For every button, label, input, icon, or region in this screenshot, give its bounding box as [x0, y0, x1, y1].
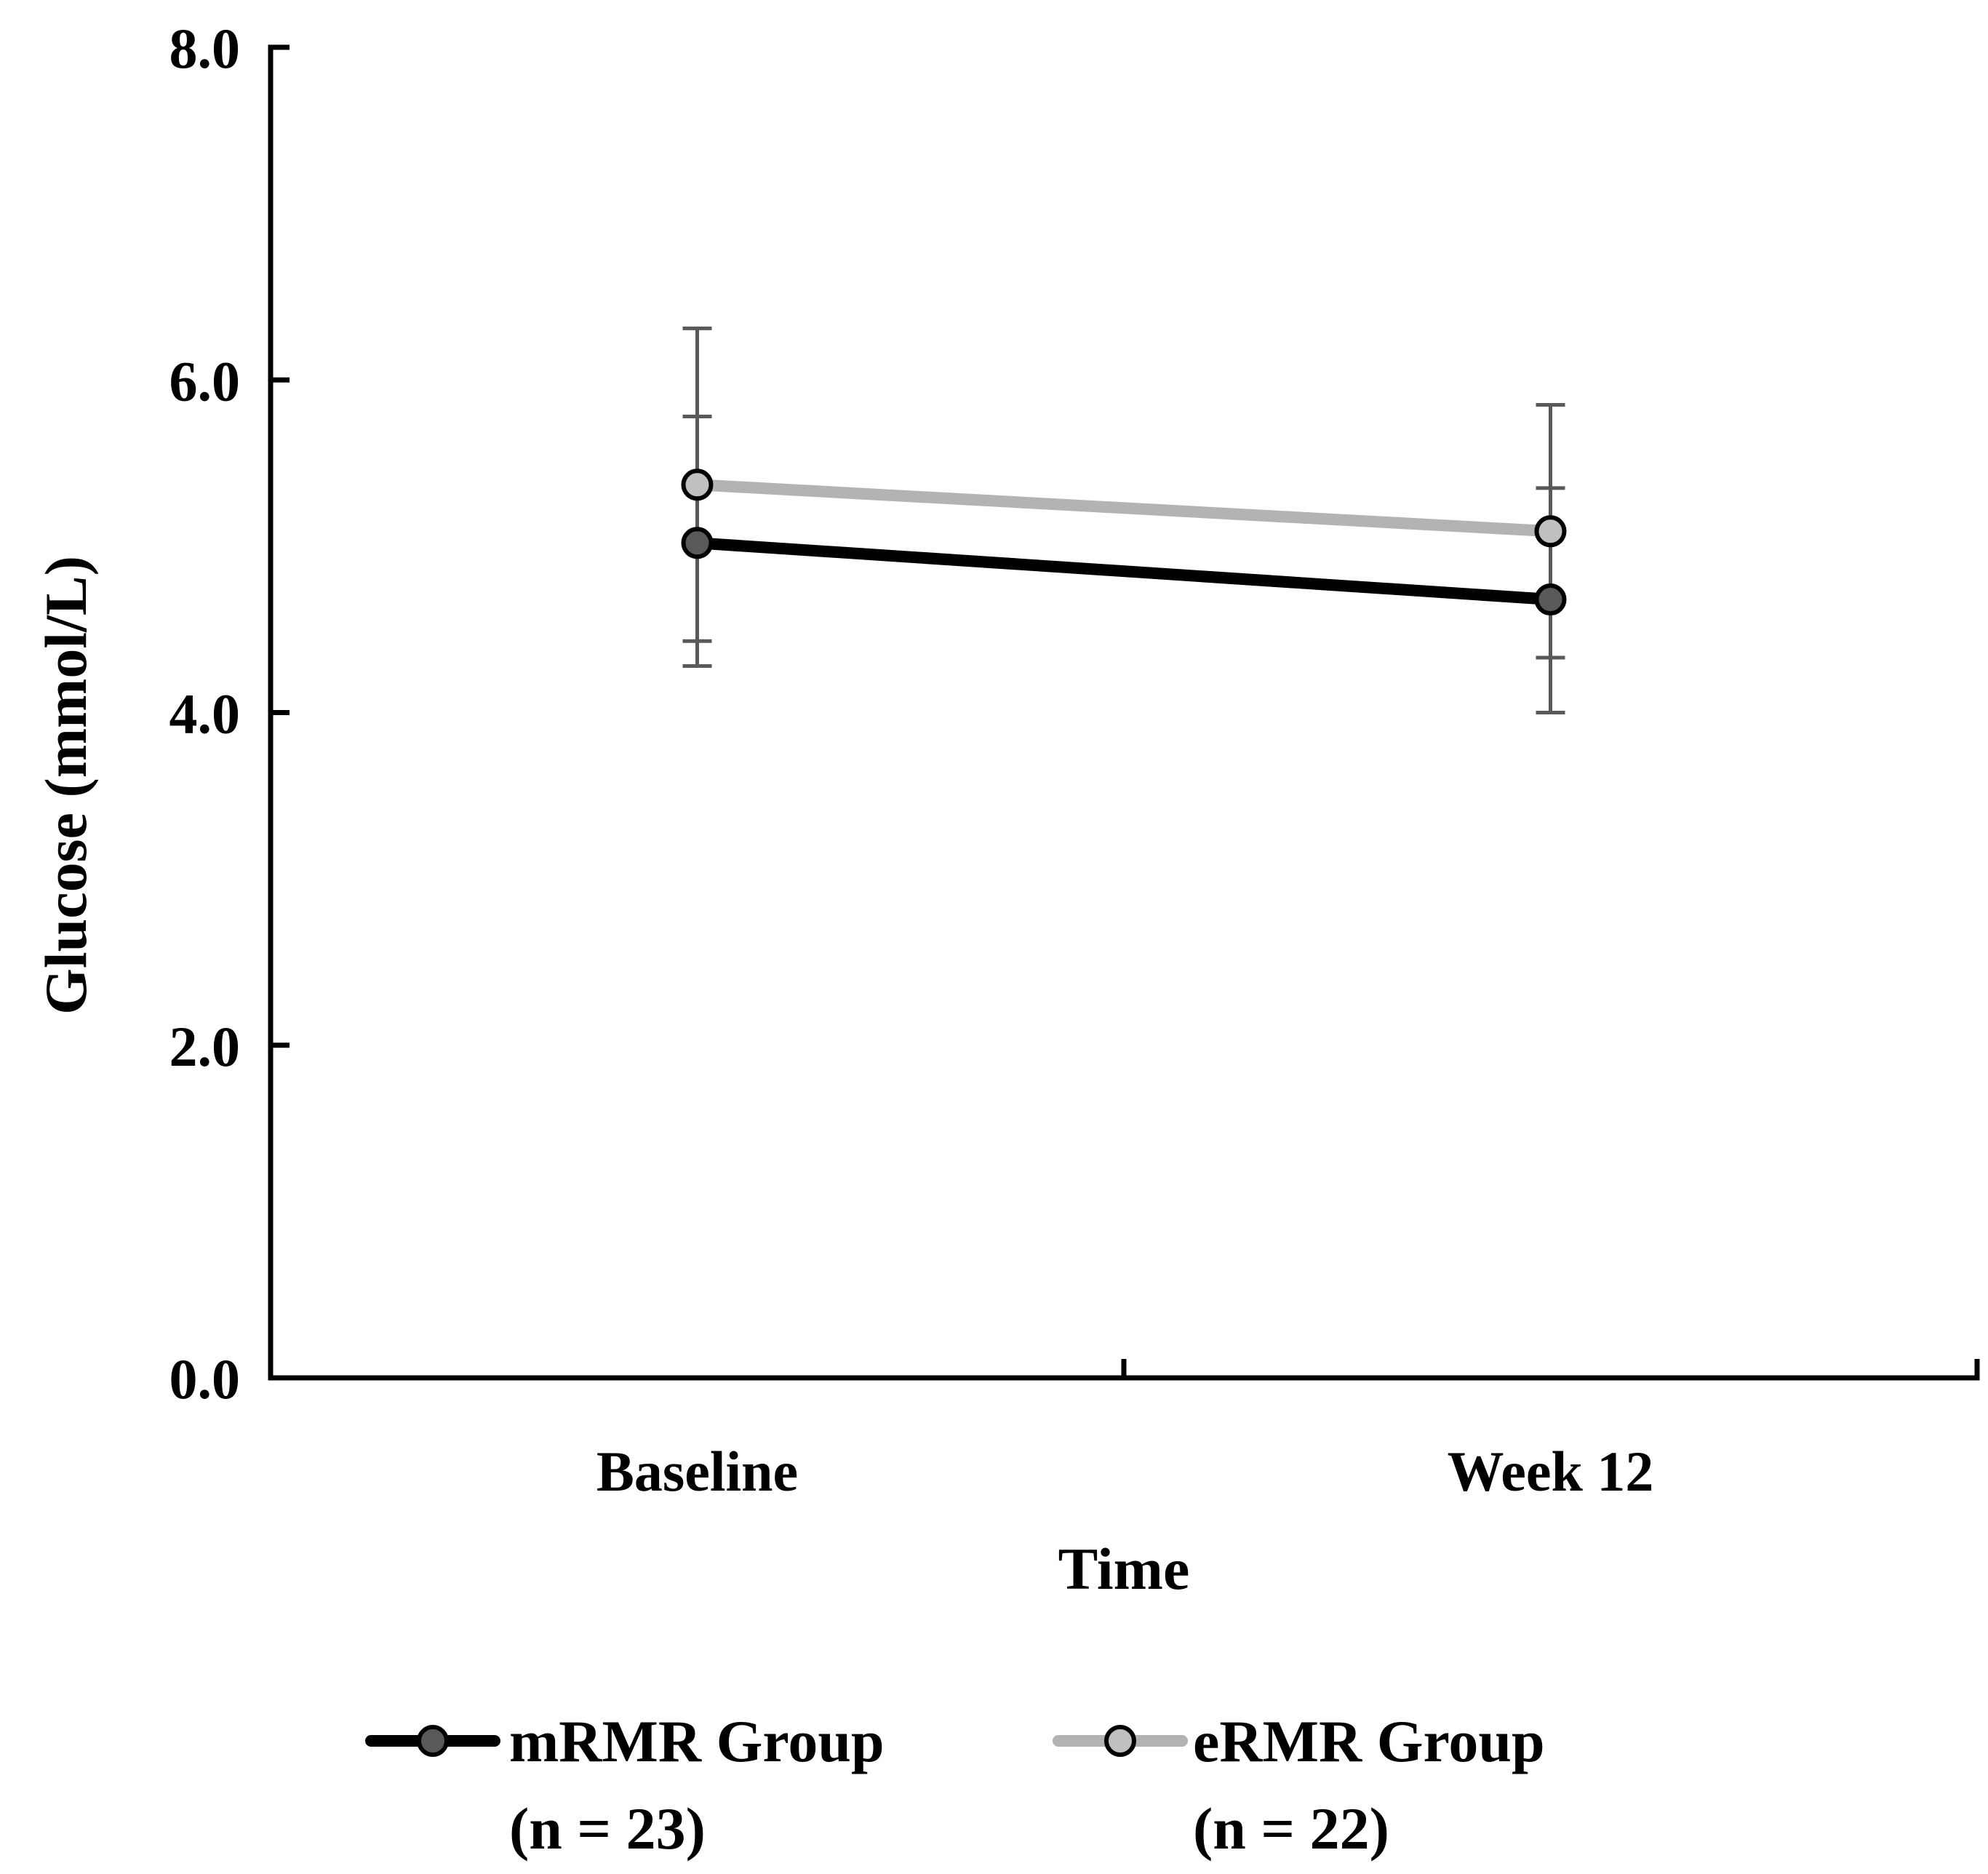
- legend-label: mRMR Group: [509, 1708, 885, 1774]
- legend-swatch-marker: [417, 1725, 449, 1757]
- series-line-ermr: [691, 479, 1557, 538]
- data-point-mrmr: [1534, 583, 1567, 616]
- legend-swatch-marker: [1104, 1725, 1136, 1757]
- y-axis-title: Glucose (mmol/L): [33, 556, 99, 1015]
- series-line-mrmr: [691, 537, 1557, 606]
- y-tick-label: 6.0: [169, 349, 241, 412]
- axes: 0.0 2.0 4.0 6.0 8.0 Baseline Week 12: [169, 17, 1980, 1503]
- data-point-mrmr: [681, 527, 714, 559]
- legend-item-mrmr: mRMR Group (n = 23): [365, 1708, 885, 1862]
- data-point-ermr: [1534, 515, 1567, 548]
- legend-label: eRMR Group: [1193, 1708, 1545, 1774]
- y-tick-label: 8.0: [169, 17, 241, 80]
- y-tick-label: 4.0: [169, 682, 241, 746]
- legend: mRMR Group (n = 23) eRMR Group (n = 22): [365, 1708, 1545, 1862]
- x-tick-label: Week 12: [1448, 1440, 1654, 1503]
- legend-item-ermr: eRMR Group (n = 22): [1053, 1708, 1545, 1862]
- y-tick-label: 2.0: [169, 1015, 241, 1078]
- legend-n-label: (n = 22): [1193, 1795, 1389, 1862]
- y-tick-label: 0.0: [169, 1347, 241, 1411]
- legend-n-label: (n = 23): [509, 1795, 706, 1862]
- markers: [681, 468, 1567, 616]
- x-ticks: Baseline Week 12: [268, 1359, 1980, 1503]
- x-axis-title: Time: [1058, 1536, 1190, 1602]
- y-ticks: 0.0 2.0 4.0 6.0 8.0: [169, 17, 290, 1411]
- data-point-ermr: [681, 468, 714, 501]
- series-lines: [691, 479, 1557, 606]
- x-tick-label: Baseline: [596, 1440, 798, 1503]
